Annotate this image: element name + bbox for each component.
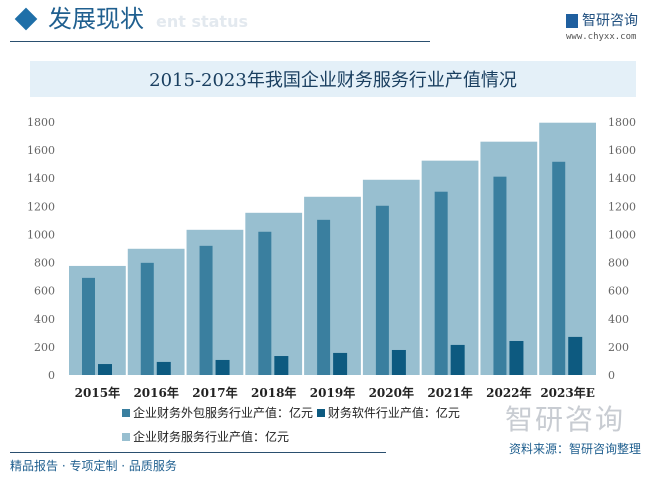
y-tick-label: 1400 [27,172,55,185]
bar-outsource [552,161,566,375]
legend-row-2: 企业财务服务行业产值：亿元 [122,429,289,445]
bar-total [480,141,538,375]
y-tick-label: 1200 [27,200,55,213]
bar-outsource [493,176,507,375]
bar-total [127,248,185,375]
x-tick-label: 2017年 [192,385,237,400]
bar-software [391,349,406,375]
legend-item-outsource: 企业财务外包服务行业产值：亿元 [122,406,313,420]
footer-divider [10,452,386,453]
legend-label: 财务软件行业产值：亿元 [327,406,460,420]
bar-outsource [199,245,213,375]
x-tick-label: 2020年 [369,385,414,400]
data-source: 资料来源：智研咨询整理 [509,442,642,456]
bar-total [304,196,361,375]
bar-software [274,356,289,375]
bar-software [98,364,112,375]
y2-tick-label: 800 [608,257,629,270]
x-tick-label: 2016年 [133,385,178,400]
y2-tick-label: 1200 [608,200,636,213]
bar-total [539,122,596,375]
bar-software [450,344,465,375]
header-ghost-text: ent status [156,12,248,31]
watermark-logo: 智研咨询 [505,403,626,436]
bar-total [245,212,303,375]
y-tick-label: 0 [48,369,55,382]
y2-tick-label: 1600 [608,144,636,157]
brand-url: www.chyxx.com [566,32,637,42]
y-tick-label: 400 [34,313,55,326]
bar-total [186,229,244,375]
legend-swatch [122,409,130,417]
bar-outsource [258,231,272,375]
y-tick-label: 1800 [27,116,55,129]
logo-text: 智研咨询 [582,13,638,29]
footer-tagline: 精品报告 · 专项定制 · 品质服务 [10,459,177,473]
y-tick-label: 800 [34,257,55,270]
bar-total [362,179,420,375]
y2-tick-label: 0 [608,369,615,382]
brand-logo: 智研咨询 [566,10,638,30]
bar-outsource [375,205,389,375]
y2-tick-label: 1000 [608,228,636,241]
bar-software [509,340,524,375]
y-tick-label: 1600 [27,144,55,157]
y2-tick-label: 1800 [608,116,636,129]
y-tick-label: 600 [34,285,55,298]
x-tick-label: 2019年 [310,385,355,400]
bar-total [69,265,126,375]
legend-swatch [122,433,130,441]
y2-tick-label: 1400 [608,172,636,185]
bar-total [421,160,479,375]
bar-software [215,359,230,375]
legend-item-software: 财务软件行业产值：亿元 [316,406,460,420]
legend-label: 企业财务外包服务行业产值：亿元 [133,406,314,420]
y-tick-label: 1000 [27,228,55,241]
x-tick-label: 2023年E [540,385,595,400]
y2-tick-label: 600 [608,285,629,298]
chart-title-band: 2015-2023年我国企业财务服务行业产值情况 [30,61,636,97]
legend-row-1: 企业财务外包服务行业产值：亿元 财务软件行业产值：亿元 [122,405,460,421]
section-title: 发展现状 [48,5,144,33]
x-tick-label: 2022年 [486,385,531,400]
y2-tick-label: 400 [608,313,629,326]
bar-outsource [140,262,154,375]
y-tick-label: 200 [34,341,55,354]
y2-tick-label: 200 [608,341,629,354]
bar-outsource [317,219,331,375]
legend-label: 企业财务服务行业产值：亿元 [133,430,290,444]
chart-title: 2015-2023年我国企业财务服务行业产值情况 [149,70,517,91]
logo-icon [566,14,578,28]
header-divider [10,41,430,42]
x-tick-label: 2018年 [251,385,296,400]
bar-software [568,336,583,375]
legend-item-total: 企业财务服务行业产值：亿元 [122,430,289,444]
bar-outsource [434,191,448,375]
bar-outsource [82,277,95,375]
legend-swatch [316,409,325,417]
x-tick-label: 2015年 [75,385,120,400]
bar-software [333,352,348,375]
x-tick-label: 2021年 [427,385,472,400]
bar-software [156,361,171,375]
